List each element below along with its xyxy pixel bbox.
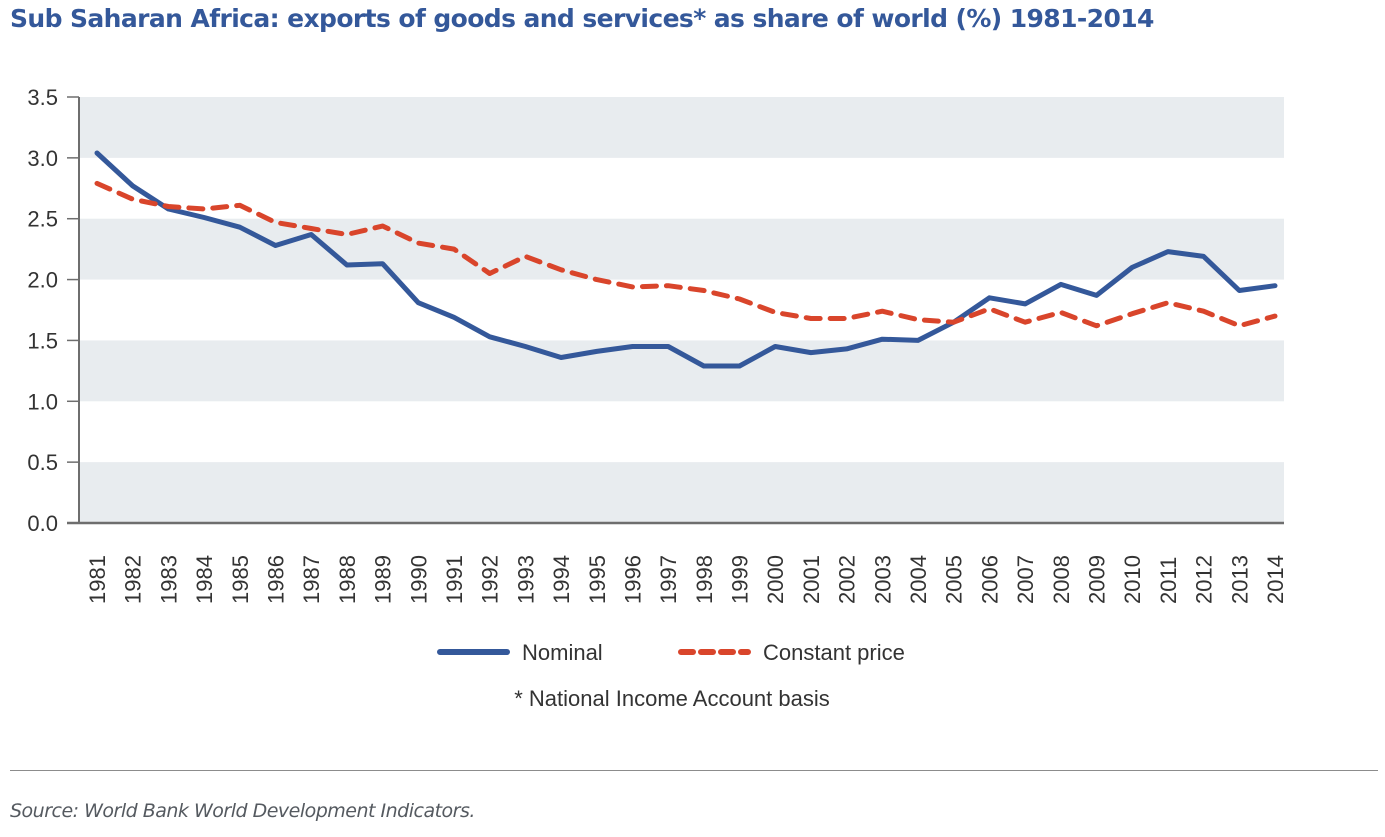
x-tick-label: 1991 <box>442 555 467 604</box>
x-tick-label: 1992 <box>478 555 503 604</box>
x-axis: 1981 1982 1983 1984 1985 1986 1987 1988 1989 1990… <box>67 521 1288 604</box>
x-tick-label: 2005 <box>942 555 967 604</box>
x-tick-label: 2012 <box>1192 555 1217 604</box>
x-tick-label: 1999 <box>728 555 753 604</box>
y-tick-label: 0.5 <box>27 450 58 475</box>
x-tick-label: 1988 <box>335 555 360 604</box>
x-tick-label: 1995 <box>585 555 610 604</box>
background-bands <box>79 97 1284 523</box>
legend-item: Nominal <box>437 640 603 665</box>
y-axis: 0.0 0.5 1.0 1.5 2.0 2.5 3.0 3.5 <box>27 85 80 536</box>
x-tick-label: 2004 <box>906 555 931 604</box>
x-tick-label: 2008 <box>1049 555 1074 604</box>
legend: Nominal Constant price <box>437 640 905 665</box>
series-lines <box>94 150 1278 369</box>
y-tick-label: 3.5 <box>27 85 58 110</box>
line-chart: 0.00.51.01.52.02.53.03.5 1981 1982 1983 198… <box>27 85 1288 711</box>
x-tick-label: 2014 <box>1263 555 1288 604</box>
chart-title: Sub Saharan Africa: exports of goods and… <box>10 4 1154 33</box>
x-tick-label: 1985 <box>228 555 253 604</box>
series-line-nominal <box>94 150 1278 369</box>
legend-item: Constant price <box>678 640 905 665</box>
x-tick-label: 2002 <box>835 555 860 604</box>
y-tick-label: 1.5 <box>27 328 58 353</box>
y-tick-label: 3.0 <box>27 146 58 171</box>
x-tick-label: 1986 <box>263 555 288 604</box>
x-tick-label: 2011 <box>1156 557 1181 604</box>
grid-band <box>79 462 1284 523</box>
grid-band <box>79 340 1284 402</box>
grid-band <box>79 218 1284 280</box>
source-note: Source: World Bank World Development Ind… <box>10 800 475 822</box>
legend-label: Constant price <box>763 640 905 665</box>
y-tick-label: 2.0 <box>27 268 58 293</box>
y-tick-label: 1.0 <box>27 389 58 414</box>
x-tick-label: 1981 <box>85 555 110 604</box>
y-tick-label: 0.0 <box>27 511 58 536</box>
x-tick-label: 1989 <box>371 555 396 604</box>
x-tick-label: 1994 <box>549 555 574 604</box>
chart-annotation: * National Income Account basis <box>514 686 830 711</box>
x-tick-label: 1993 <box>513 555 538 604</box>
x-tick-label: 1983 <box>156 555 181 604</box>
x-tick-label: 2003 <box>870 555 895 604</box>
x-tick-label: 1998 <box>692 555 717 604</box>
y-tick-label: 2.5 <box>27 207 58 232</box>
x-tick-label: 1990 <box>406 555 431 604</box>
x-tick-label: 2013 <box>1227 555 1252 604</box>
x-tick-label: 1997 <box>656 555 681 604</box>
x-tick-label: 1982 <box>121 555 146 604</box>
x-tick-label: 2000 <box>763 555 788 604</box>
grid-band <box>79 97 1284 158</box>
x-tick-label: 1984 <box>192 555 217 604</box>
x-tick-label: 2009 <box>1085 555 1110 604</box>
x-tick-label: 2006 <box>977 555 1002 604</box>
x-tick-label: 1987 <box>299 555 324 604</box>
x-tick-label: 2007 <box>1013 555 1038 604</box>
legend-label: Nominal <box>522 640 603 665</box>
footer-divider <box>10 770 1378 771</box>
x-tick-label: 2001 <box>799 555 824 604</box>
x-tick-label: 1996 <box>620 555 645 604</box>
series-line-constant-price <box>94 180 1278 329</box>
x-tick-label: 2010 <box>1120 555 1145 604</box>
